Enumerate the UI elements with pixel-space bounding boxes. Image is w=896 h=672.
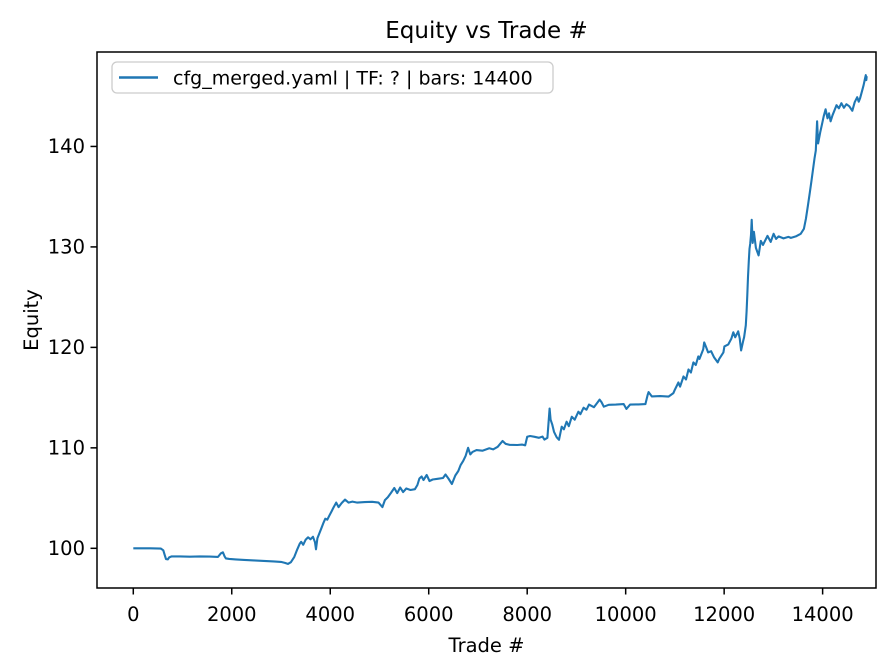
y-tick-label: 140 <box>48 135 85 158</box>
x-tick-label: 12000 <box>693 603 755 626</box>
x-axis-ticks: 0 2000 4000 6000 8000 10000 12000 14000 <box>127 588 854 626</box>
y-tick-label: 100 <box>48 537 85 560</box>
legend-box <box>111 61 554 94</box>
y-axis-label: Equity <box>20 289 43 351</box>
x-tick-label: 14000 <box>792 603 854 626</box>
x-tick-label: 8000 <box>502 603 552 626</box>
y-axis-ticks: 100 110 120 130 140 <box>48 135 97 560</box>
y-tick-label: 110 <box>48 436 85 459</box>
x-tick-label: 10000 <box>595 603 657 626</box>
chart-title: Equity vs Trade # <box>385 18 588 44</box>
equity-series-line <box>133 74 868 565</box>
x-tick-label: 6000 <box>404 603 454 626</box>
y-tick-label: 120 <box>48 336 85 359</box>
legend-label: cfg_merged.yaml | TF: ? | bars: 14400 <box>173 68 533 90</box>
x-tick-label: 2000 <box>207 603 257 626</box>
x-tick-label: 4000 <box>305 603 355 626</box>
x-tick-label: 0 <box>127 603 139 626</box>
x-axis-label: Trade # <box>448 634 525 657</box>
y-tick-label: 130 <box>48 235 85 258</box>
plot-area <box>96 51 877 589</box>
legend: cfg_merged.yaml | TF: ? | bars: 14400 <box>111 61 554 94</box>
